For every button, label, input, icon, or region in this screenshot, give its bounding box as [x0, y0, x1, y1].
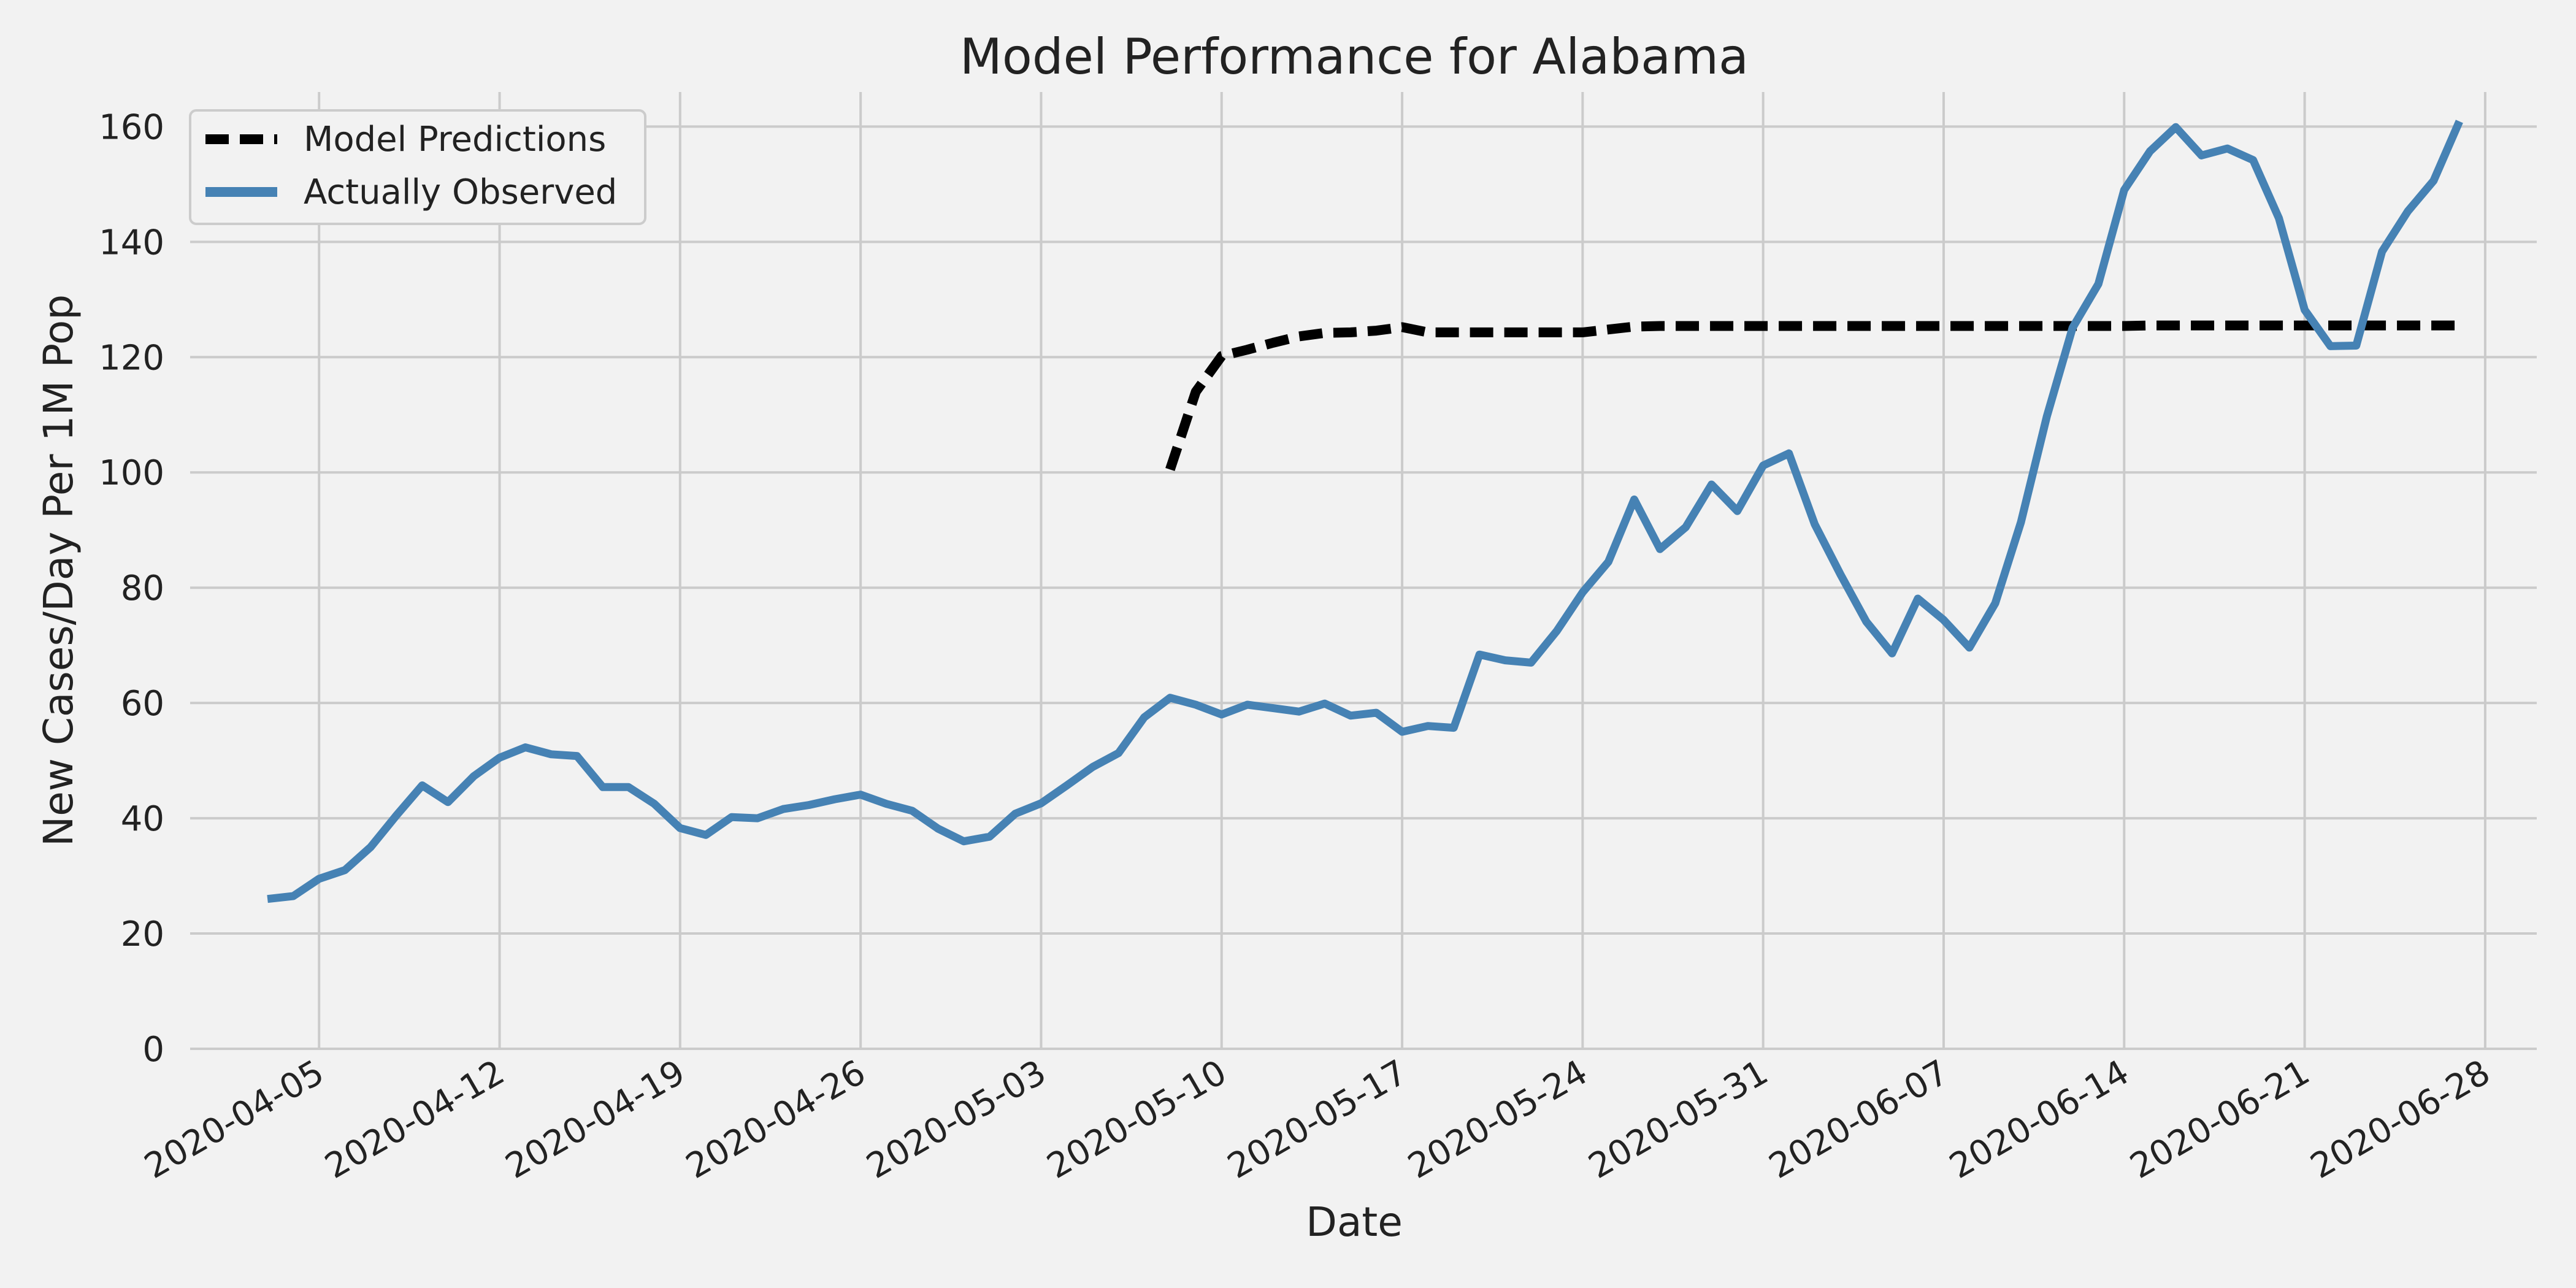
x-tick-label: 2020-04-05 — [138, 1052, 331, 1187]
x-tick-label: 2020-05-10 — [1040, 1052, 1233, 1187]
x-tick-label: 2020-05-03 — [860, 1052, 1052, 1187]
y-tick-label: 20 — [121, 914, 164, 954]
x-tick-label: 2020-05-24 — [1401, 1052, 1594, 1187]
legend-box — [189, 109, 646, 225]
x-tick-label: 2020-05-31 — [1582, 1052, 1774, 1187]
x-grid — [318, 92, 2486, 1049]
x-axis-label: Date — [1306, 1198, 1403, 1246]
y-tick-label: 0 — [142, 1030, 164, 1070]
x-tick-label: 2020-06-14 — [1943, 1052, 2136, 1187]
y-tick-label: 60 — [121, 684, 164, 724]
y-tick-label: 100 — [99, 453, 164, 493]
x-tick-label: 2020-04-26 — [680, 1052, 872, 1187]
y-axis-label: New Cases/Day Per 1M Pop — [35, 294, 82, 846]
x-tick-label: 2020-05-17 — [1221, 1052, 1414, 1187]
x-tick-label: 2020-04-19 — [499, 1052, 691, 1187]
chart-title: Model Performance for Alabama — [960, 28, 1749, 85]
legend-label-actually-observed: Actually Observed — [304, 172, 617, 212]
x-tick-label: 2020-06-07 — [1763, 1052, 1955, 1187]
x-tick-label: 2020-04-12 — [318, 1052, 511, 1187]
plot-area — [190, 92, 2537, 1049]
y-tick-label: 140 — [99, 223, 164, 263]
x-tick-label: 2020-06-21 — [2123, 1052, 2316, 1187]
legend-label-model-predictions: Model Predictions — [304, 120, 606, 159]
y-tick-labels: 0 20 40 60 80 100 120 140 160 — [99, 107, 164, 1070]
series-layer — [267, 120, 2463, 903]
y-grid — [190, 125, 2537, 1050]
series-line-model-predictions — [1165, 320, 2459, 472]
y-tick-label: 80 — [121, 569, 164, 608]
y-tick-label: 160 — [99, 107, 164, 147]
series-line-actually-observed — [267, 120, 2463, 903]
x-tick-label: 2020-06-28 — [2304, 1052, 2497, 1187]
legend: Model Predictions Actually Observed — [189, 109, 646, 225]
y-tick-label: 40 — [121, 799, 164, 839]
x-tick-labels: 2020-04-052020-04-122020-04-192020-04-26… — [138, 1052, 2497, 1187]
y-tick-label: 120 — [99, 338, 164, 378]
